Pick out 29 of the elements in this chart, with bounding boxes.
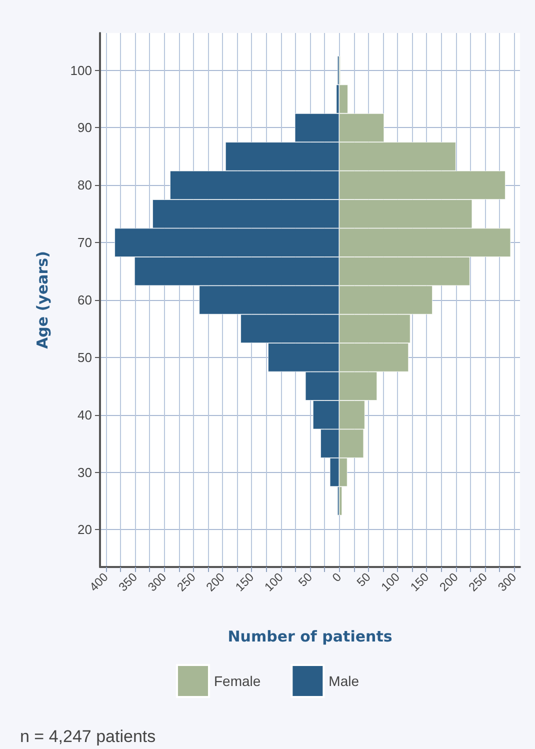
- x-tick-label: 200: [436, 570, 462, 594]
- x-tick-label: 400: [86, 570, 112, 594]
- y-tick-label: 90: [78, 120, 92, 136]
- y-axis-title: Age (years): [34, 251, 52, 349]
- y-tick-label: 100: [70, 62, 92, 78]
- x-tick-label: 50: [296, 570, 316, 590]
- y-tick-label: 60: [78, 292, 92, 308]
- legend-label: Female: [214, 673, 261, 689]
- y-tick-label: 50: [78, 350, 92, 365]
- x-tick-label: 250: [466, 570, 490, 594]
- x-tick-label: 100: [262, 570, 286, 594]
- x-tick-label: 250: [174, 570, 199, 594]
- x-tick-label: 200: [203, 570, 228, 594]
- x-tick-label: 300: [495, 570, 520, 594]
- x-tick-label: 150: [408, 570, 432, 594]
- y-tick-label: 20: [78, 522, 92, 538]
- x-tick-label: 300: [145, 570, 170, 594]
- x-tick-label: 50: [354, 570, 374, 590]
- y-tick-label: 40: [78, 407, 92, 422]
- y-tick-label: 80: [78, 178, 92, 193]
- x-tick-label: 0: [330, 570, 344, 585]
- x-tick-label: 150: [232, 570, 257, 594]
- text: n = 4,247 patients: [20, 727, 156, 746]
- legend-label: Male: [328, 673, 360, 689]
- x-tick-label: 100: [378, 570, 403, 594]
- y-tick-label: 30: [78, 464, 92, 480]
- x-axis-title: Number of patients: [228, 628, 392, 646]
- x-tick-label: 350: [116, 570, 140, 594]
- y-tick-label: 70: [78, 235, 92, 250]
